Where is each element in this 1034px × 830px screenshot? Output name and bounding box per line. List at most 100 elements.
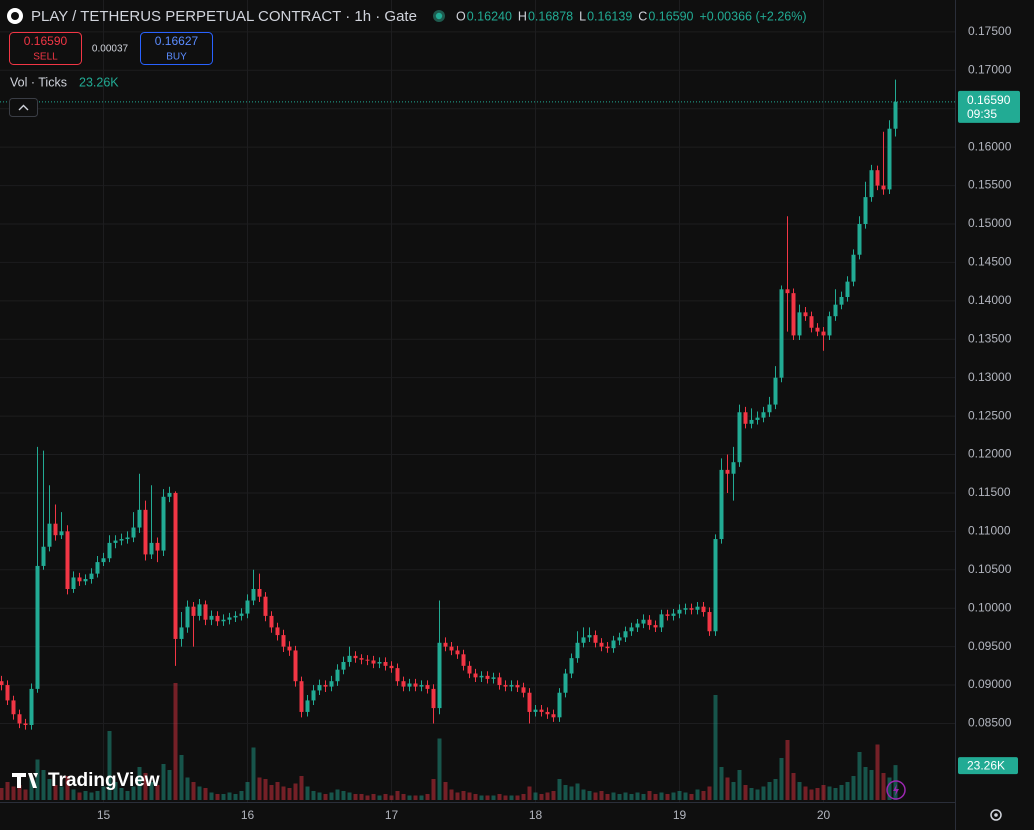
volume-bar bbox=[851, 776, 856, 800]
candle-body bbox=[95, 562, 100, 574]
candle-body bbox=[611, 640, 616, 649]
volume-bar bbox=[329, 792, 334, 800]
candle-body bbox=[65, 531, 70, 589]
plot-area bbox=[0, 0, 955, 802]
candle-body bbox=[725, 469, 730, 474]
volume-bar bbox=[713, 695, 718, 800]
volume-bar bbox=[65, 776, 70, 800]
candle-body bbox=[233, 615, 238, 618]
candle-body bbox=[563, 673, 568, 693]
candle-body bbox=[875, 170, 880, 186]
candle-body bbox=[473, 673, 478, 678]
candle-body bbox=[803, 312, 808, 317]
volume-bar bbox=[407, 795, 412, 800]
candle-body bbox=[167, 492, 172, 497]
volume-bar bbox=[581, 789, 586, 800]
ohlc-value: 0.16240 bbox=[467, 9, 512, 23]
volume-bar bbox=[863, 767, 868, 800]
candle-body bbox=[821, 331, 826, 336]
volume-bar bbox=[575, 783, 580, 800]
volume-bar bbox=[185, 777, 190, 800]
volume-bar bbox=[203, 788, 208, 800]
x-tick-label: 17 bbox=[385, 808, 399, 822]
volume-bar bbox=[455, 792, 460, 800]
symbol-title[interactable]: PLAY / TETHERUS PERPETUAL CONTRACT · 1h … bbox=[31, 8, 417, 25]
y-tick-label: 0.09500 bbox=[968, 639, 1012, 653]
candle-body bbox=[413, 683, 418, 687]
volume-bar bbox=[485, 795, 490, 800]
buy-button[interactable] bbox=[140, 32, 213, 65]
alert-icon[interactable] bbox=[886, 780, 906, 800]
candle-body bbox=[377, 661, 382, 664]
volume-bar bbox=[881, 773, 886, 800]
volume-bar bbox=[281, 786, 286, 800]
last-price-box bbox=[958, 90, 1020, 123]
candle-body bbox=[137, 509, 142, 528]
volume-bar bbox=[269, 785, 274, 800]
volume-bar bbox=[647, 791, 652, 800]
candle-body bbox=[761, 412, 766, 418]
volume-bar bbox=[509, 795, 514, 800]
candle-body bbox=[107, 542, 112, 559]
volume-bar bbox=[0, 788, 4, 800]
volume-bar bbox=[239, 791, 244, 800]
volume-bar bbox=[89, 792, 94, 800]
volume-bar bbox=[11, 786, 16, 800]
volume-bar bbox=[491, 795, 496, 800]
candle-body bbox=[275, 627, 280, 636]
volume-bar bbox=[233, 794, 238, 800]
candle-body bbox=[767, 404, 772, 413]
y-tick-label: 0.09000 bbox=[968, 677, 1012, 691]
candle-body bbox=[581, 637, 586, 643]
candle-body bbox=[71, 577, 76, 589]
volume-bar bbox=[71, 789, 76, 800]
volume-bar bbox=[431, 779, 436, 800]
volume-bar bbox=[887, 777, 892, 800]
volume-bar bbox=[521, 794, 526, 800]
volume-box bbox=[958, 757, 1018, 775]
candle-body bbox=[881, 185, 886, 190]
candle-body bbox=[23, 723, 28, 726]
candle-body bbox=[851, 254, 856, 282]
sell-button[interactable] bbox=[9, 32, 82, 65]
candle-body bbox=[179, 627, 184, 639]
candle-body bbox=[677, 609, 682, 614]
collapse-button[interactable] bbox=[9, 98, 38, 117]
candle-body bbox=[185, 606, 190, 628]
volume-bar bbox=[209, 792, 214, 800]
candle-body bbox=[323, 685, 328, 687]
candle-body bbox=[509, 685, 514, 687]
candle-body bbox=[731, 462, 736, 474]
candle-body bbox=[587, 635, 592, 638]
volume-bar bbox=[197, 786, 202, 800]
volume-bar bbox=[95, 791, 100, 800]
volume-bar bbox=[293, 783, 298, 800]
volume-bar bbox=[41, 770, 46, 800]
x-tick-label: 15 bbox=[97, 808, 111, 822]
volume-bar bbox=[413, 795, 418, 800]
volume-bar bbox=[695, 789, 700, 800]
volume-bar bbox=[569, 786, 574, 800]
ohlc-value: 0.16590 bbox=[648, 9, 693, 23]
volume-bar bbox=[59, 786, 64, 800]
settings-icon[interactable] bbox=[990, 809, 1002, 821]
candle-body bbox=[527, 692, 532, 712]
volume-bar bbox=[461, 791, 466, 800]
volume-bar bbox=[893, 765, 898, 800]
candle-body bbox=[857, 223, 862, 255]
candle-body bbox=[827, 316, 832, 336]
volume-bar bbox=[731, 782, 736, 800]
candle-body bbox=[689, 608, 694, 610]
candle-body bbox=[197, 604, 202, 616]
volume-bar bbox=[353, 794, 358, 800]
volume-bar bbox=[251, 747, 256, 800]
candle-body bbox=[329, 681, 334, 687]
volume-bar bbox=[791, 773, 796, 800]
volume-bar bbox=[47, 779, 52, 800]
candle-body bbox=[791, 293, 796, 336]
candle-body bbox=[251, 588, 256, 601]
candle-body bbox=[203, 604, 208, 620]
volume-bar bbox=[845, 782, 850, 800]
